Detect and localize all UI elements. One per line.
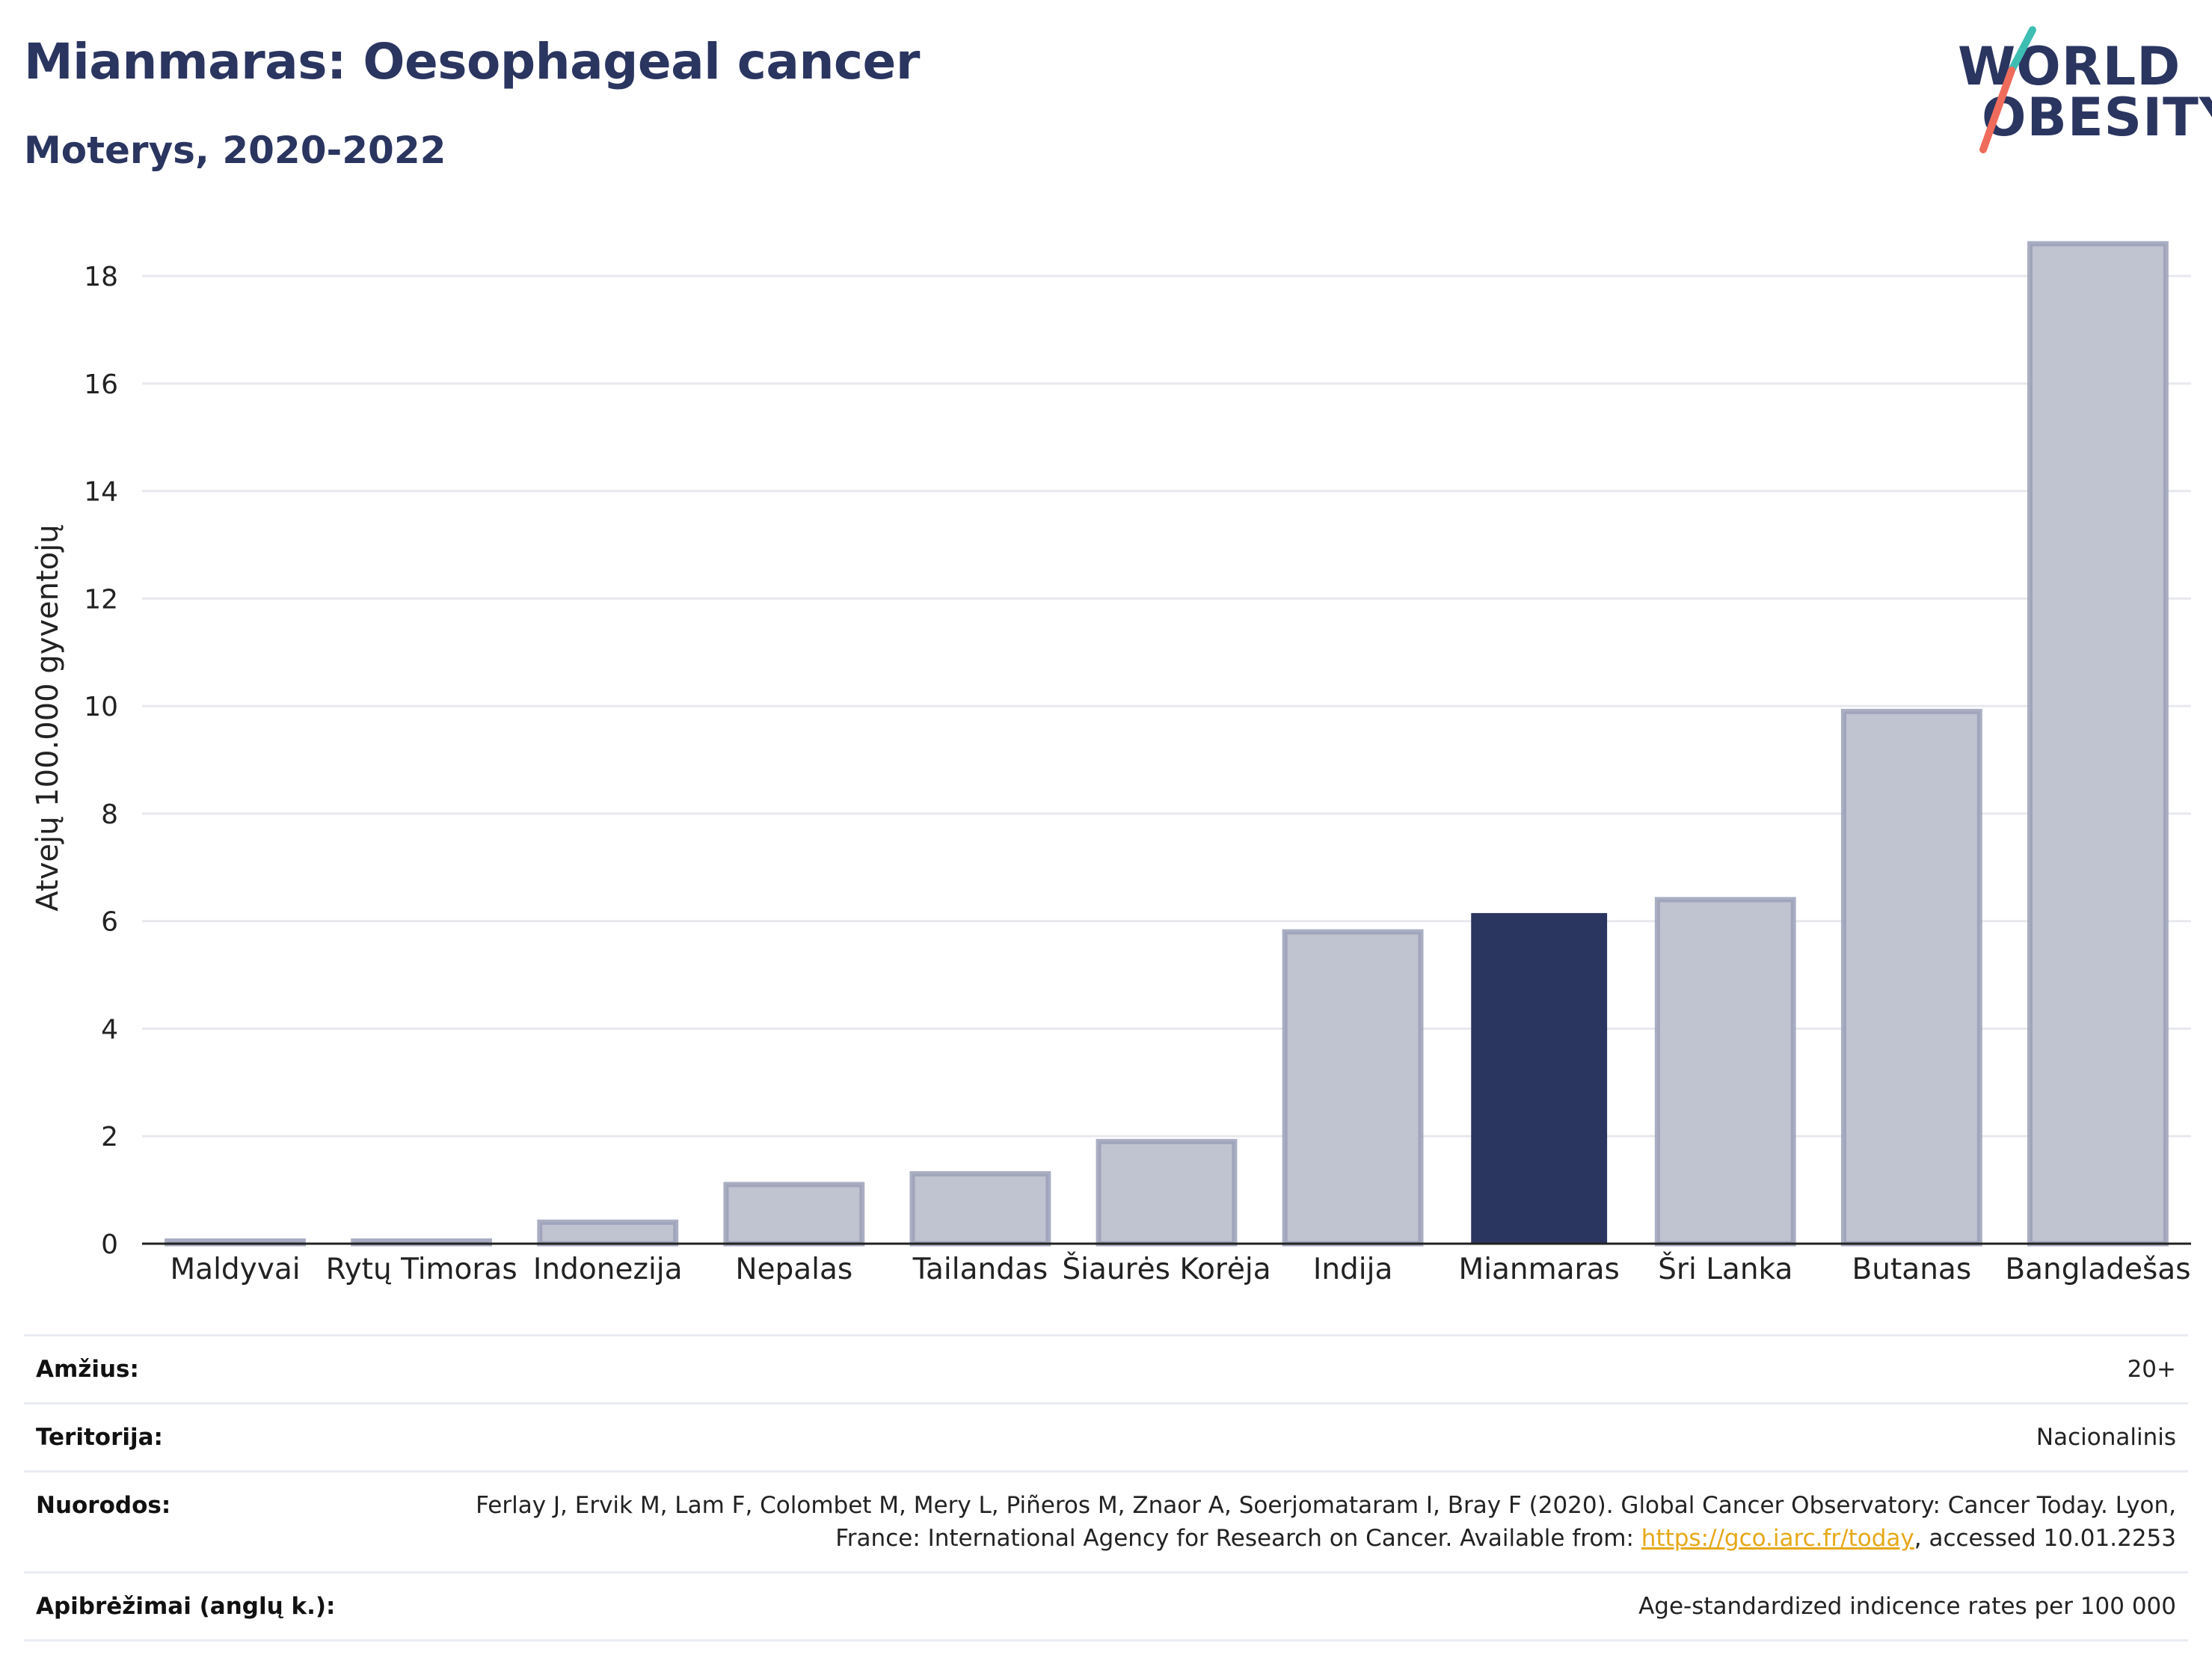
x-tick-label: Bangladešas (2005, 1253, 2190, 1286)
chart-title: Mianmaras: Oesophageal cancer (24, 33, 920, 90)
y-tick-label: 0 (101, 1229, 118, 1260)
meta-row-definitions: Apibrėžimai (anglų k.): Age-standardized… (24, 1571, 2188, 1642)
y-tick-label: 14 (84, 477, 118, 508)
x-tick-label: Indonezija (533, 1253, 683, 1286)
references-text: Ferlay J, Ervik M, Lam F, Colombet M, Me… (476, 1492, 2176, 1552)
logo-slash-icon (1979, 26, 2036, 153)
x-tick-label: Indija (1313, 1253, 1393, 1286)
bar (1096, 1138, 1238, 1247)
logo-word-obesity: OBESITY (1982, 87, 2212, 148)
references-tail: , accessed 10.01.2253 (1914, 1525, 2176, 1552)
meta-row-references: Nuorodos: Ferlay J, Ervik M, Lam F, Colo… (24, 1470, 2188, 1571)
x-tick-label: Nepalas (735, 1253, 852, 1286)
y-tick-label: 4 (101, 1014, 118, 1045)
territory-label: Teritorija: (36, 1424, 163, 1451)
metadata-table: Amžius: 20+ Teritorija: Nacionalinis Nuo… (24, 1334, 2188, 1642)
age-label: Amžius: (36, 1356, 139, 1383)
bar (1282, 929, 1424, 1247)
meta-row-territory: Teritorija: Nacionalinis (24, 1402, 2188, 1470)
definitions-label: Apibrėžimai (anglų k.): (36, 1593, 336, 1620)
meta-row-age: Amžius: 20+ (24, 1334, 2188, 1402)
x-tick-label: Mianmaras (1459, 1253, 1620, 1286)
bar (2027, 241, 2169, 1247)
world-obesity-logo: WORLD OBESITY (1944, 22, 2212, 165)
bar (723, 1182, 865, 1247)
chart-subtitle: Moterys, 2020-2022 (24, 129, 446, 172)
bar (537, 1219, 679, 1247)
y-tick-label: 6 (101, 907, 118, 938)
bar (1840, 708, 1982, 1247)
bar-highlighted (1471, 912, 1608, 1244)
x-tick-label: Šri Lanka (1658, 1251, 1792, 1286)
age-value: 20+ (2127, 1356, 2176, 1383)
y-tick-label: 8 (101, 799, 118, 830)
logo-word-world: WORLD (1958, 36, 2181, 97)
territory-value: Nacionalinis (2036, 1424, 2176, 1451)
x-tick-label: Rytų Timoras (326, 1253, 517, 1286)
x-tick-label: Šiaurės Korėja (1062, 1251, 1271, 1286)
x-tick-label: Tailandas (912, 1253, 1048, 1286)
references-label: Nuorodos: (36, 1492, 171, 1519)
y-tick-label: 10 (84, 692, 118, 722)
x-tick-label: Maldyvai (170, 1253, 301, 1286)
x-tick-label: Butanas (1852, 1253, 1972, 1286)
bar-chart: 0 2 4 6 8 10 12 14 16 18 Maldyvai Rytų Timoras Indon… (84, 241, 2191, 1286)
y-axis-title: Atvejų 100.000 gyventojų (31, 524, 65, 912)
definitions-value: Age-standardized indicence rates per 100… (1638, 1593, 2176, 1620)
y-tick-label: 2 (101, 1122, 118, 1152)
bar (1654, 897, 1796, 1247)
y-tick-label: 12 (84, 584, 118, 615)
y-tick-label: 18 (84, 262, 118, 292)
references-link[interactable]: https://gco.iarc.fr/today (1641, 1525, 1914, 1552)
y-tick-label: 16 (84, 369, 118, 400)
references-value: Ferlay J, Ervik M, Lam F, Colombet M, Me… (456, 1489, 2176, 1555)
bar (909, 1171, 1051, 1247)
